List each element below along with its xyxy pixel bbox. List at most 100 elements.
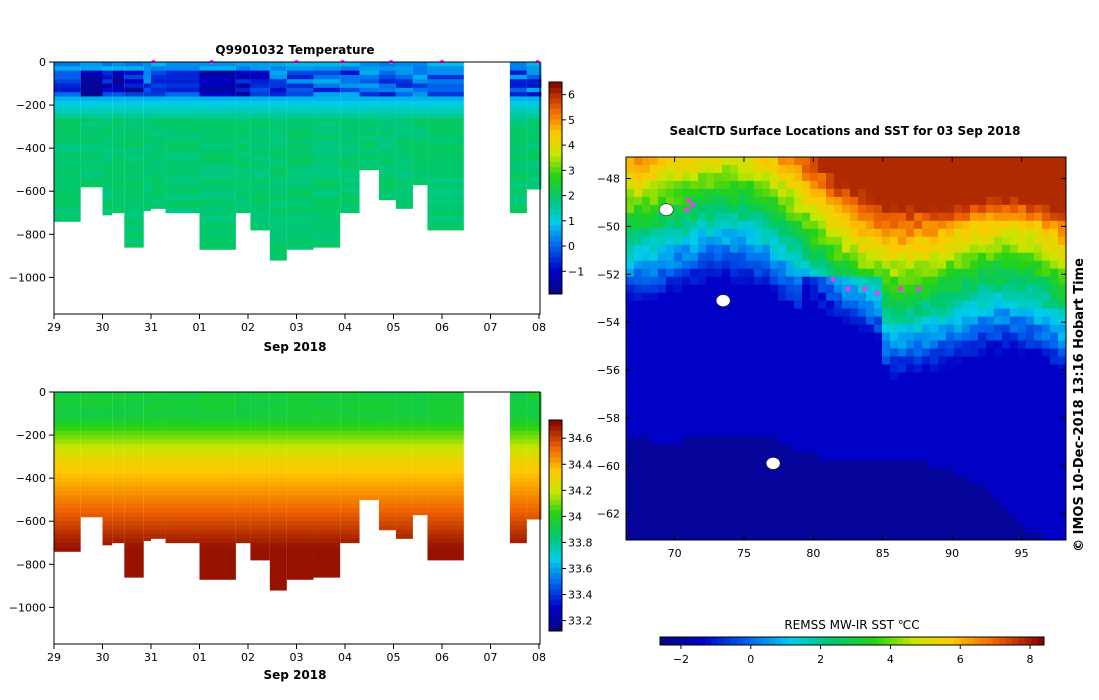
- sst-cell: [634, 268, 643, 278]
- temperature-cell: [340, 96, 360, 102]
- sst-cell: [826, 460, 835, 469]
- temperature-cell: [340, 66, 360, 72]
- sst-cell: [946, 260, 955, 270]
- sst-cell: [890, 236, 899, 246]
- x-tick-label: 03: [290, 651, 304, 664]
- sst-cell: [1018, 364, 1027, 373]
- sst-cell: [946, 340, 955, 349]
- sst-cell: [682, 324, 691, 334]
- sst-cell: [642, 412, 651, 421]
- temperature-cell: [124, 212, 144, 218]
- sst-cell: [978, 332, 987, 342]
- sst-cell: [938, 476, 947, 485]
- sst-cell: [642, 492, 651, 501]
- sst-cell: [890, 204, 899, 214]
- sst-cell: [874, 244, 883, 254]
- colorbar-segment: [980, 637, 987, 645]
- sst-cell: [1058, 252, 1067, 262]
- sst-cell: [682, 508, 691, 517]
- temperature-cell: [412, 66, 428, 72]
- y-tick-label: −400: [16, 472, 46, 485]
- salinity-cell: [427, 542, 464, 548]
- sst-cell: [1042, 180, 1051, 190]
- sst-cell: [906, 188, 915, 198]
- sst-cell: [1042, 476, 1051, 485]
- sst-cell: [842, 196, 851, 206]
- salinity-cell: [427, 491, 464, 496]
- sst-cell: [634, 484, 643, 493]
- temperature-cell: [286, 92, 314, 97]
- sst-cell: [746, 524, 755, 533]
- colorbar-segment: [672, 637, 680, 645]
- salinity-cell: [250, 534, 270, 539]
- sst-cell: [698, 420, 707, 429]
- temperature-cell: [286, 130, 314, 136]
- sst-cell: [810, 532, 819, 541]
- salinity-cell: [124, 448, 144, 453]
- sst-cell: [714, 356, 723, 365]
- colorbar-tick-label: 6: [568, 89, 575, 102]
- temperature-cell: [165, 70, 200, 76]
- sst-cell: [626, 388, 635, 397]
- sst-cell: [1058, 492, 1067, 501]
- sst-cell: [850, 188, 859, 198]
- sst-cell: [674, 252, 683, 262]
- sst-cell: [1018, 196, 1027, 206]
- sst-cell: [762, 172, 771, 182]
- sst-cell: [930, 468, 939, 477]
- sst-cell: [730, 452, 739, 461]
- sst-cell: [906, 228, 915, 238]
- sst-cell: [858, 236, 867, 246]
- colorbar-segment: [916, 637, 923, 645]
- temperature-cell: [509, 156, 527, 162]
- temperature-cell: [54, 169, 81, 175]
- sst-cell: [898, 268, 907, 278]
- salinity-cell: [526, 452, 542, 458]
- salinity-cell: [112, 504, 125, 509]
- salinity-cell: [340, 413, 360, 419]
- salinity-cell: [412, 409, 428, 414]
- sst-cell: [1010, 428, 1019, 437]
- y-tick-label: 0: [39, 386, 46, 399]
- temperature-cell: [112, 182, 125, 188]
- sst-cell: [1042, 172, 1051, 182]
- salinity-cell: [112, 443, 125, 449]
- salinity-cell: [112, 452, 125, 458]
- sst-cell: [962, 188, 971, 198]
- temperature-cell: [509, 105, 527, 110]
- sst-cell: [1034, 228, 1043, 238]
- sst-cell: [930, 236, 939, 246]
- y-tick-label: −800: [16, 228, 46, 241]
- sst-cell: [938, 164, 947, 174]
- salinity-cell: [269, 555, 287, 561]
- sst-cell: [810, 212, 819, 222]
- temperature-cell: [124, 204, 144, 209]
- temperature-cell: [378, 126, 396, 132]
- sst-cell: [626, 380, 635, 389]
- salinity-cell: [54, 504, 81, 509]
- salinity-cell: [427, 417, 464, 423]
- sst-cell: [978, 196, 987, 206]
- sst-cell: [978, 188, 987, 198]
- sst-cell: [642, 524, 651, 533]
- sst-cell: [682, 220, 691, 230]
- sst-cell: [962, 196, 971, 206]
- sst-cell: [738, 412, 747, 421]
- sst-cell: [834, 524, 843, 533]
- sst-cell: [714, 532, 723, 541]
- sst-cell: [866, 196, 875, 206]
- sst-cell: [634, 300, 643, 310]
- salinity-cell: [269, 473, 287, 479]
- salinity-cell: [250, 525, 270, 531]
- temperature-cell: [151, 161, 166, 166]
- sst-cell: [642, 532, 651, 541]
- sst-cell: [874, 532, 883, 541]
- salinity-cell: [199, 456, 236, 462]
- sst-cell: [898, 452, 907, 461]
- sst-cell: [986, 340, 995, 349]
- sst-cell: [938, 196, 947, 206]
- sst-cell: [1026, 196, 1035, 206]
- sst-cell: [858, 404, 867, 413]
- sst-cell: [682, 164, 691, 174]
- sst-cell: [1058, 292, 1067, 302]
